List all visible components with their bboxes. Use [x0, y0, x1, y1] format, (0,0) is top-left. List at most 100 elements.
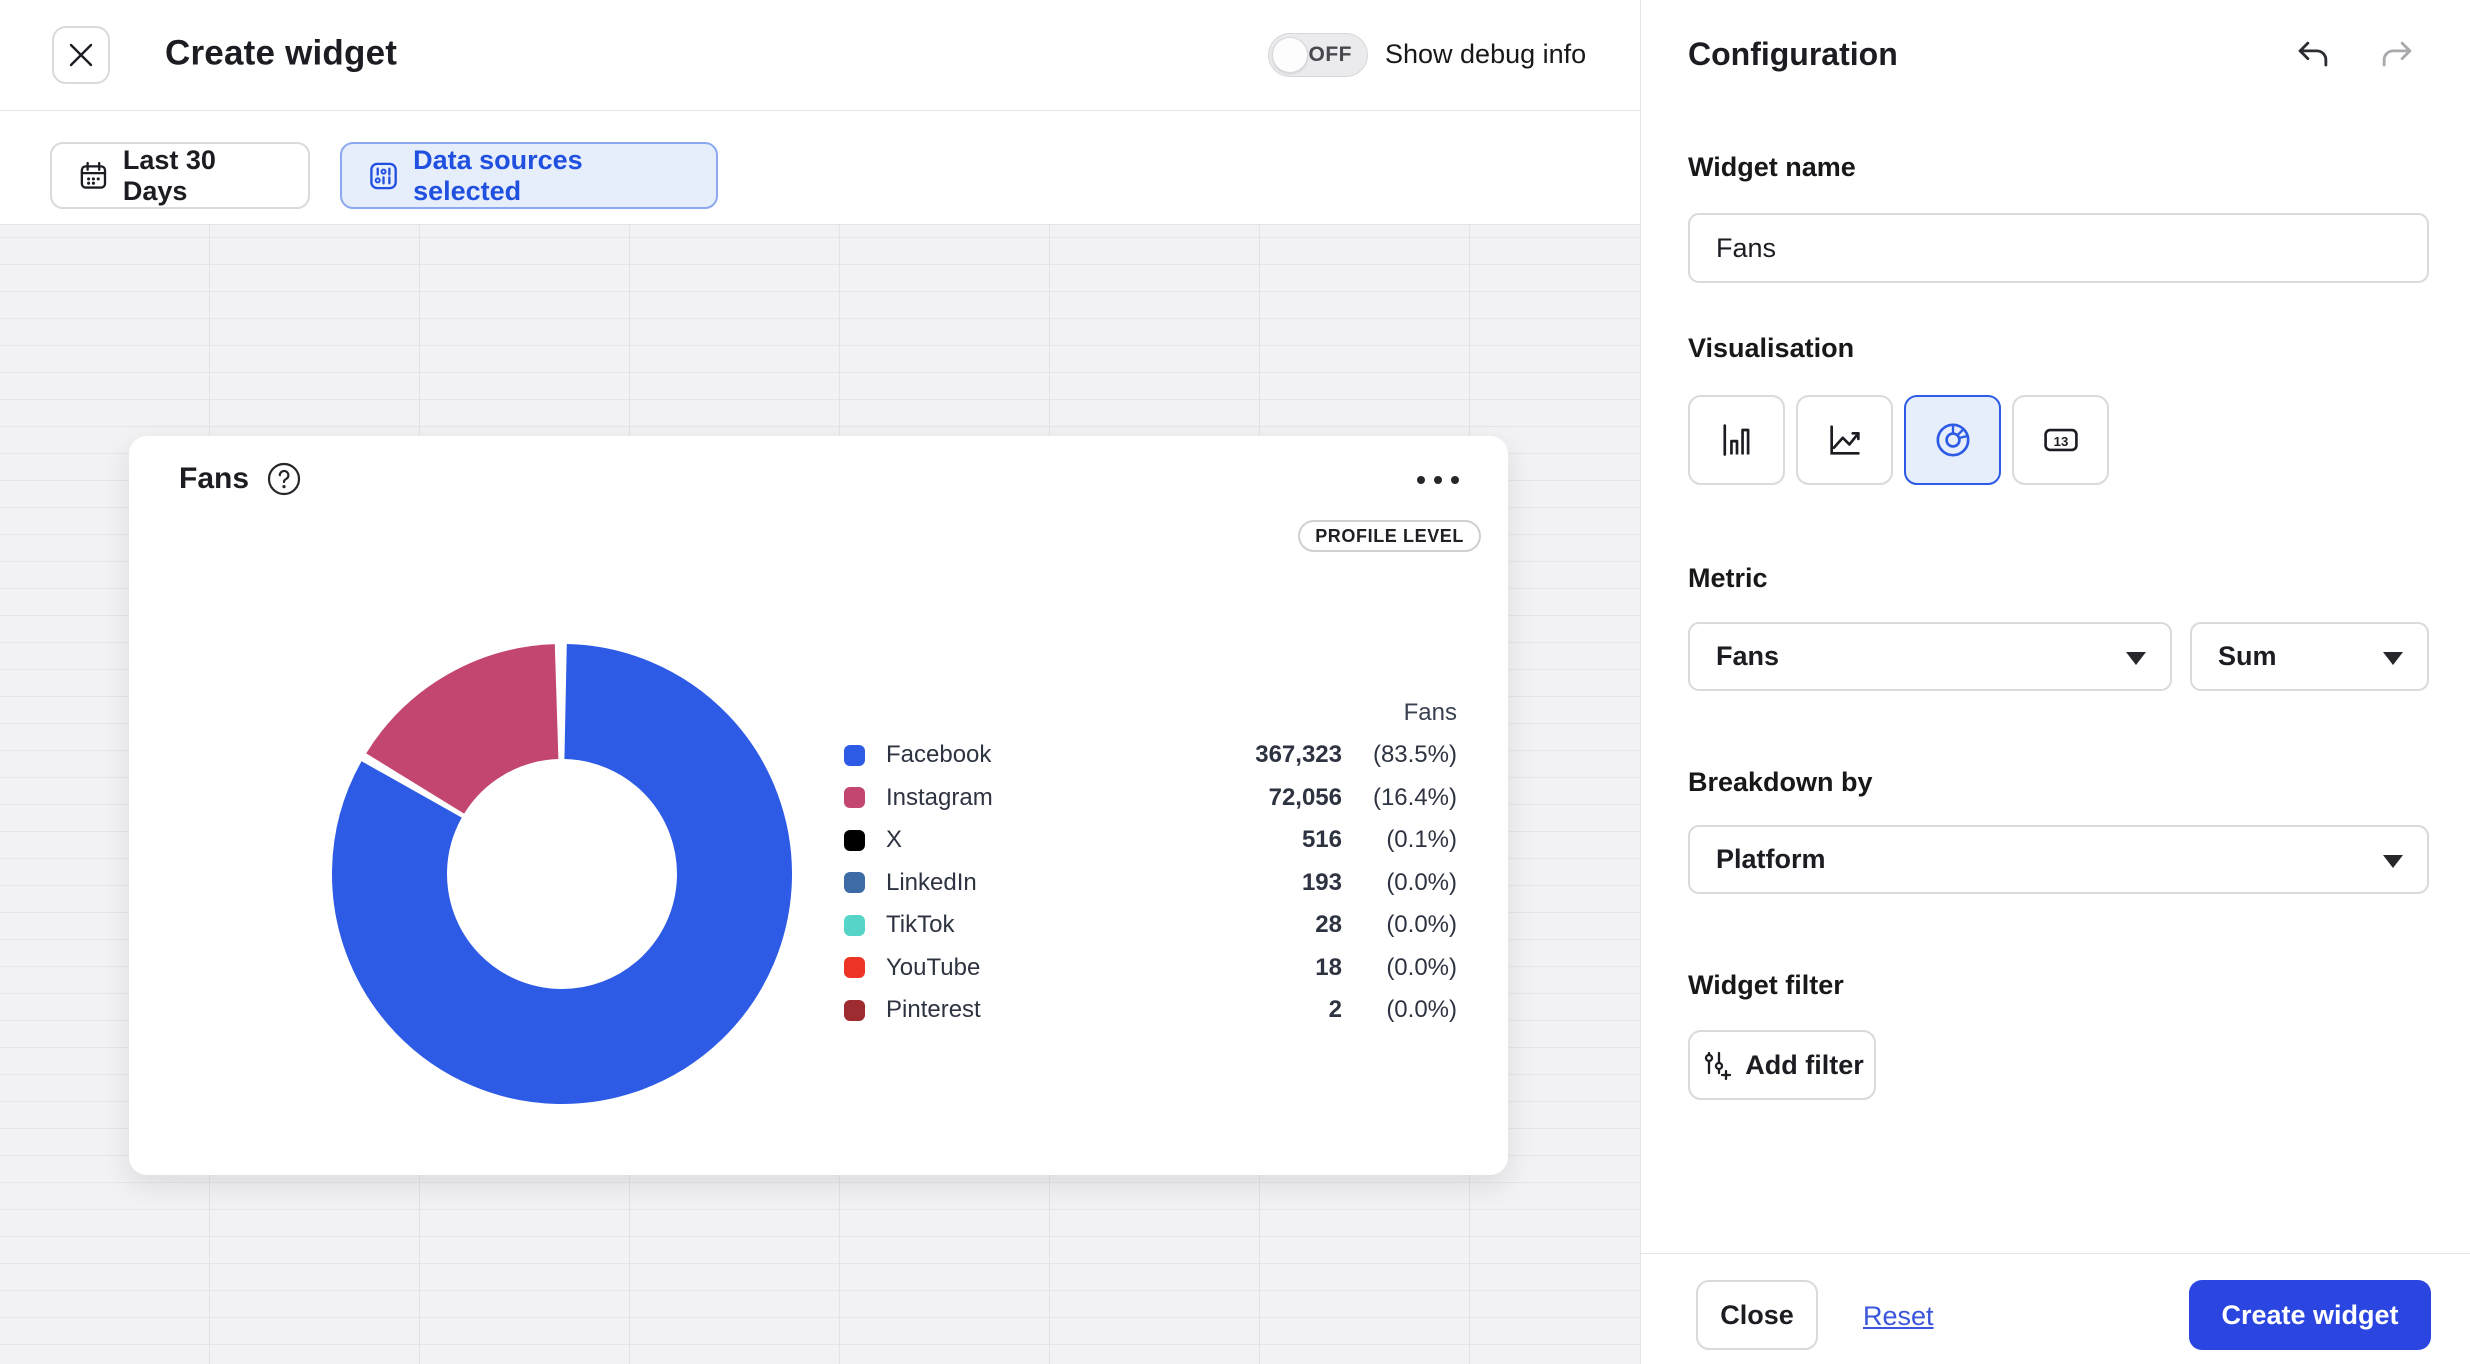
data-sources-icon: [370, 162, 397, 189]
page-title: Create widget: [165, 33, 398, 73]
legend-row[interactable]: X 516 (0.1%): [844, 819, 1457, 862]
legend-platform-label: Instagram: [886, 783, 993, 811]
visualisation-label: Visualisation: [1688, 333, 1855, 363]
legend-percentage: (0.0%): [1386, 996, 1457, 1024]
legend-value: 18: [1315, 953, 1342, 981]
legend-percentage: (83.5%): [1372, 741, 1457, 769]
configuration-panel: Configuration Widget name Visualisation: [1640, 0, 2470, 1364]
metric-select[interactable]: Fans: [1688, 622, 2172, 691]
legend-swatch-icon: [844, 914, 865, 936]
bar-chart-icon: [1722, 424, 1749, 456]
legend-value: 72,056: [1268, 783, 1342, 811]
undo-button[interactable]: [2291, 34, 2335, 78]
toggle-knob: [1272, 37, 1308, 73]
widget-name-input[interactable]: [1688, 213, 2429, 283]
toggle-state-label: OFF: [1308, 43, 1352, 66]
breakdown-select[interactable]: Platform: [1688, 825, 2429, 894]
breakdown-value: Platform: [1716, 844, 1826, 874]
chevron-down-icon: [2383, 854, 2403, 868]
legend-value: 193: [1301, 868, 1342, 896]
filters-toolbar: Last 30 Days Data sources selected: [0, 111, 1640, 225]
visualisation-options: 13: [1688, 395, 2109, 485]
legend-platform-label: TikTok: [886, 911, 955, 939]
chevron-down-icon: [2126, 651, 2146, 665]
legend-swatch-icon: [844, 999, 865, 1021]
legend-row[interactable]: Instagram 72,056 (16.4%): [844, 777, 1457, 820]
aggregation-value: Sum: [2218, 641, 2277, 671]
close-icon: [69, 43, 93, 67]
widget-name-label: Widget name: [1688, 152, 1856, 182]
legend-swatch-icon: [844, 957, 865, 979]
legend-swatch-icon: [844, 872, 865, 894]
legend-value: 28: [1315, 911, 1342, 939]
line-chart-icon: [1829, 425, 1860, 455]
metric-label: Metric: [1688, 563, 1768, 593]
data-sources-button[interactable]: Data sources selected: [340, 142, 718, 209]
date-range-button[interactable]: Last 30 Days: [50, 142, 310, 209]
donut-chart-svg: [332, 644, 792, 1104]
reset-link[interactable]: Reset: [1863, 1301, 1934, 1331]
undo-icon: [2298, 41, 2328, 67]
legend-percentage: (0.0%): [1386, 868, 1457, 896]
legend-platform-label: YouTube: [886, 953, 981, 981]
create-widget-header: Create widget OFF Show debug info: [0, 0, 1640, 111]
legend-swatch-icon: [844, 787, 865, 809]
widget-preview-card: Fans PROFILE LEVEL Fans Facebook 367,323 (…: [129, 436, 1508, 1175]
viz-bar-chart-button[interactable]: [1688, 395, 1785, 485]
add-filter-label: Add filter: [1745, 1049, 1864, 1080]
close-dialog-button[interactable]: [52, 26, 110, 84]
donut-chart: [332, 644, 792, 1104]
chart-legend: Fans Facebook 367,323 (83.5%) Instagram 72,0…: [844, 692, 1457, 1032]
panel-footer: Close Reset Create widget: [1641, 1253, 2470, 1364]
viz-line-chart-button[interactable]: [1796, 395, 1893, 485]
viz-donut-chart-button[interactable]: [1904, 395, 2001, 485]
legend-rows: Facebook 367,323 (83.5%) Instagram 72,056 (16…: [844, 734, 1457, 1032]
help-icon[interactable]: [267, 462, 301, 496]
metric-value: Fans: [1716, 641, 1780, 671]
add-filter-button[interactable]: Add filter: [1688, 1030, 1876, 1100]
legend-platform-label: Facebook: [886, 741, 992, 769]
configuration-title: Configuration: [1688, 36, 1898, 72]
widget-filter-label: Widget filter: [1688, 970, 1844, 1000]
ellipsis-icon: [1417, 476, 1425, 484]
number-icon: 13: [2043, 428, 2078, 452]
close-button[interactable]: Close: [1696, 1280, 1818, 1350]
legend-row[interactable]: YouTube 18 (0.0%): [844, 947, 1457, 990]
chevron-down-icon: [2383, 651, 2403, 665]
legend-row[interactable]: LinkedIn 193 (0.0%): [844, 862, 1457, 905]
debug-toggle[interactable]: OFF: [1268, 33, 1368, 77]
breakdown-label: Breakdown by: [1688, 767, 1873, 797]
widget-title: Fans: [179, 462, 250, 495]
legend-percentage: (0.1%): [1386, 826, 1457, 854]
dashboard-canvas: Fans PROFILE LEVEL Fans Facebook 367,323 (…: [0, 225, 1640, 1364]
donut-chart-icon: [1935, 423, 1970, 457]
legend-percentage: (0.0%): [1386, 911, 1457, 939]
legend-platform-label: Pinterest: [886, 996, 981, 1024]
date-range-label: Last 30 Days: [122, 144, 216, 206]
svg-text:13: 13: [2053, 434, 2068, 449]
legend-column-header: Fans: [1403, 699, 1457, 726]
legend-value: 2: [1328, 996, 1342, 1024]
calendar-icon: [80, 161, 107, 189]
legend-platform-label: LinkedIn: [886, 868, 977, 896]
legend-platform-label: X: [886, 826, 903, 854]
data-sources-label: Data sources selected: [413, 144, 583, 206]
legend-value: 367,323: [1255, 741, 1342, 769]
create-widget-button[interactable]: Create widget: [2189, 1280, 2431, 1350]
legend-percentage: (16.4%): [1372, 783, 1457, 811]
profile-level-badge: PROFILE LEVEL: [1298, 520, 1481, 552]
legend-percentage: (0.0%): [1386, 953, 1457, 981]
aggregation-select[interactable]: Sum: [2190, 622, 2429, 691]
legend-swatch-icon: [844, 744, 865, 766]
legend-row[interactable]: Pinterest 2 (0.0%): [844, 989, 1457, 1032]
filter-sliders-icon: [1705, 1051, 1732, 1081]
widget-menu-button[interactable]: [1411, 470, 1465, 490]
legend-value: 516: [1301, 826, 1342, 854]
redo-icon: [2382, 41, 2412, 67]
debug-toggle-label: Show debug info: [1385, 38, 1587, 69]
legend-swatch-icon: [844, 829, 865, 851]
legend-row[interactable]: TikTok 28 (0.0%): [844, 904, 1457, 947]
viz-number-button[interactable]: 13: [2012, 395, 2109, 485]
legend-row[interactable]: Facebook 367,323 (83.5%): [844, 734, 1457, 777]
redo-button[interactable]: [2375, 34, 2419, 78]
